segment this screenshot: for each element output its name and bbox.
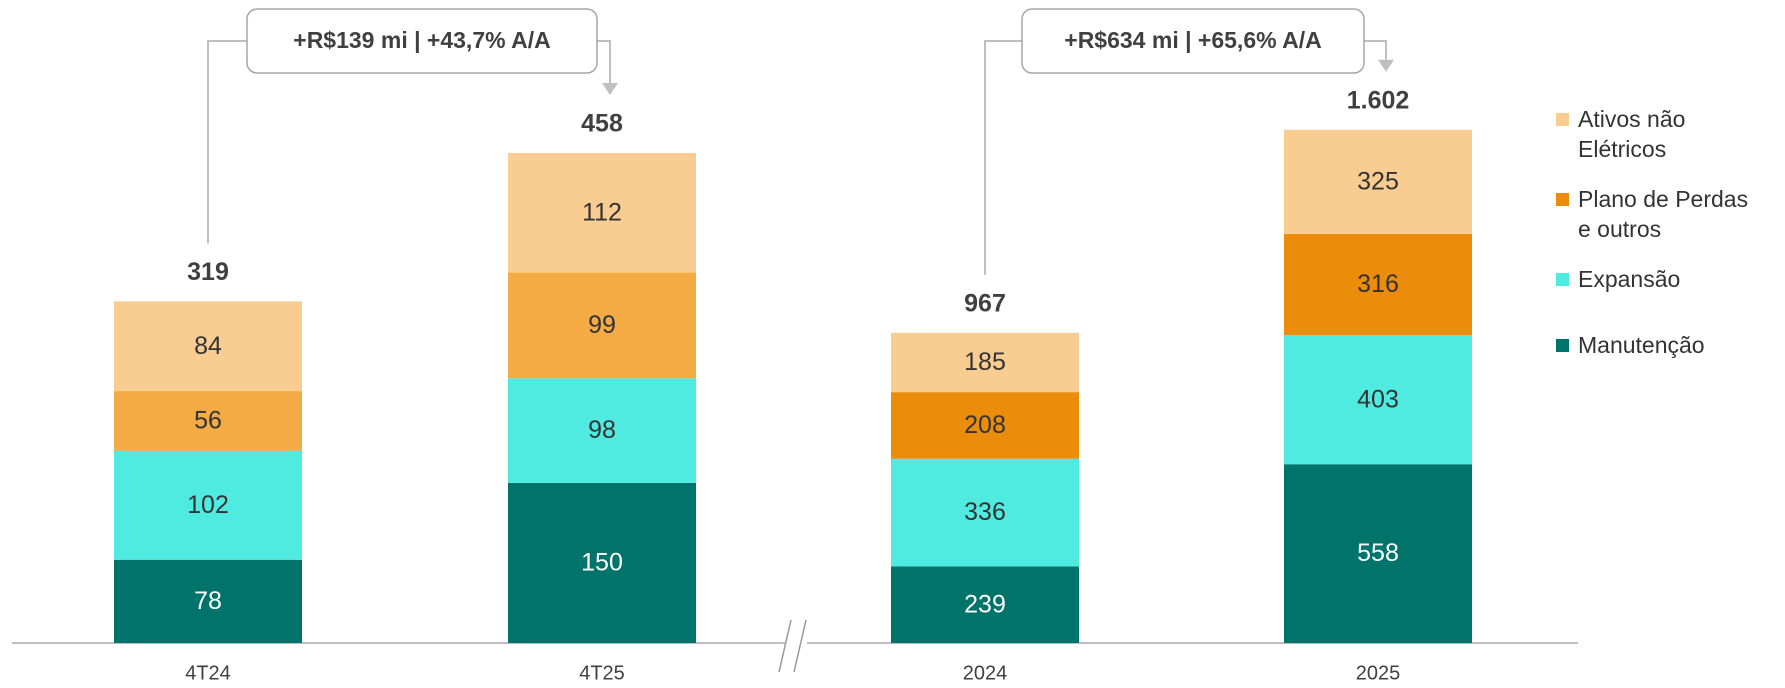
segment-label: 84 — [194, 332, 222, 360]
bar-segment — [114, 450, 302, 560]
legend: Ativos não Elétricos Plano de Perdas e ou… — [1556, 104, 1756, 360]
x-tick-label: 4T25 — [579, 662, 625, 684]
bar-segment — [508, 272, 696, 379]
segment-label: 185 — [964, 348, 1006, 376]
connector — [207, 40, 247, 244]
bar-segment — [508, 378, 696, 483]
segment-label: 150 — [581, 549, 623, 577]
segment-label: 208 — [964, 411, 1006, 439]
legend-item: Manutenção — [1556, 330, 1756, 360]
legend-item: Expansão — [1556, 264, 1756, 294]
bar-segment — [891, 332, 1079, 393]
segment-label: 98 — [588, 416, 616, 444]
connector — [597, 40, 611, 83]
bar-segment — [114, 391, 302, 451]
legend-swatch — [1556, 113, 1569, 126]
total-label: 458 — [581, 110, 623, 138]
total-label: 319 — [187, 258, 229, 286]
legend-label: Plano de Perdas e outros — [1578, 186, 1749, 242]
bar-segment — [114, 301, 302, 392]
bar-segment — [114, 559, 302, 643]
segment-label: 56 — [194, 407, 222, 435]
connector-arrow — [1378, 59, 1394, 72]
annotation: +R$634 mi | +65,6% A/A — [1064, 27, 1321, 53]
legend-item: Plano de Perdas e outros — [1556, 184, 1756, 244]
segment-label: 558 — [1357, 539, 1399, 567]
annotation-box — [246, 8, 598, 74]
break-gap — [785, 622, 807, 668]
x-tick-label: 4T24 — [185, 662, 231, 684]
bar-segment — [1284, 464, 1472, 643]
bar-segment — [508, 152, 696, 273]
connector-arrow — [602, 82, 618, 95]
connector — [1364, 40, 1387, 60]
x-tick-label: 2024 — [963, 662, 1008, 684]
axis-break — [793, 619, 807, 673]
x-tick-label: 2025 — [1356, 662, 1401, 684]
bar-segment — [891, 458, 1079, 567]
bar-segment — [891, 566, 1079, 643]
bar-segment — [508, 482, 696, 643]
segment-label: 316 — [1357, 270, 1399, 298]
legend-item: Ativos não Elétricos — [1556, 104, 1756, 164]
segment-label: 336 — [964, 498, 1006, 526]
segment-label: 325 — [1357, 167, 1399, 195]
bar-segment — [1284, 129, 1472, 234]
segment-label: 112 — [582, 198, 622, 226]
total-label: 1.602 — [1347, 86, 1410, 114]
segment-label: 102 — [187, 491, 229, 519]
legend-label: Manutenção — [1578, 332, 1705, 358]
axis-break — [778, 619, 792, 673]
segment-label: 239 — [964, 590, 1006, 618]
legend-label: Ativos não Elétricos — [1578, 106, 1686, 162]
legend-swatch — [1556, 193, 1569, 206]
legend-swatch — [1556, 339, 1569, 352]
annotation: +R$139 mi | +43,7% A/A — [293, 27, 550, 53]
total-label: 967 — [964, 289, 1006, 317]
bar-segment — [1284, 335, 1472, 465]
segment-label: 99 — [588, 311, 616, 339]
legend-swatch — [1556, 273, 1569, 286]
segment-label: 403 — [1357, 385, 1399, 413]
legend-label: Expansão — [1578, 266, 1681, 292]
bar-segment — [1284, 233, 1472, 336]
connector — [984, 40, 1022, 275]
bar-segment — [891, 392, 1079, 459]
annotation-box — [1021, 8, 1365, 74]
segment-label: 78 — [194, 587, 222, 615]
